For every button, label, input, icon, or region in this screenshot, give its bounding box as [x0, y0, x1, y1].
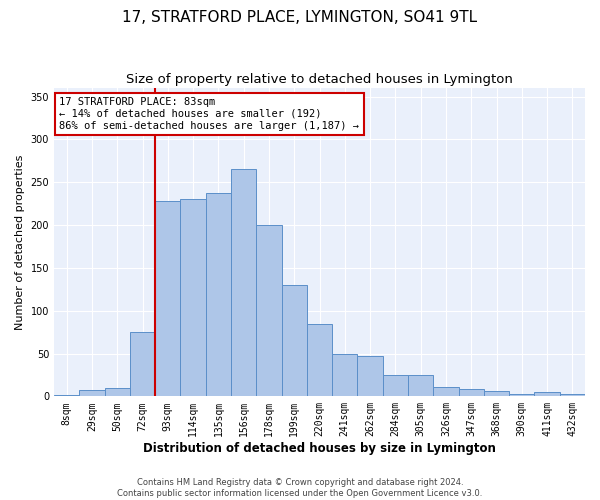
Bar — [560, 394, 585, 396]
Bar — [433, 387, 458, 396]
Bar — [408, 375, 433, 396]
Bar — [458, 390, 484, 396]
Bar — [54, 394, 79, 396]
Bar — [206, 194, 231, 396]
Bar — [535, 392, 560, 396]
Bar — [130, 332, 155, 396]
X-axis label: Distribution of detached houses by size in Lymington: Distribution of detached houses by size … — [143, 442, 496, 455]
Bar — [281, 285, 307, 397]
Text: Contains HM Land Registry data © Crown copyright and database right 2024.
Contai: Contains HM Land Registry data © Crown c… — [118, 478, 482, 498]
Bar — [484, 391, 509, 396]
Bar — [307, 324, 332, 396]
Text: 17, STRATFORD PLACE, LYMINGTON, SO41 9TL: 17, STRATFORD PLACE, LYMINGTON, SO41 9TL — [122, 10, 478, 25]
Title: Size of property relative to detached houses in Lymington: Size of property relative to detached ho… — [126, 72, 513, 86]
Bar — [383, 375, 408, 396]
Bar — [181, 200, 206, 396]
Y-axis label: Number of detached properties: Number of detached properties — [15, 154, 25, 330]
Text: 17 STRATFORD PLACE: 83sqm
← 14% of detached houses are smaller (192)
86% of semi: 17 STRATFORD PLACE: 83sqm ← 14% of detac… — [59, 98, 359, 130]
Bar — [256, 225, 281, 396]
Bar — [155, 201, 181, 396]
Bar — [104, 388, 130, 396]
Bar — [79, 390, 104, 396]
Bar — [509, 394, 535, 396]
Bar — [358, 356, 383, 397]
Bar — [332, 354, 358, 397]
Bar — [231, 170, 256, 396]
